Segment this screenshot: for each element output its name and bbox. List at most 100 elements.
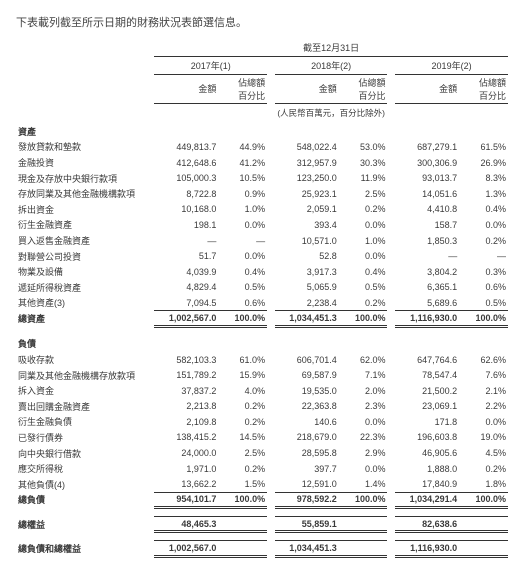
cell-pct: 41.2% (218, 155, 267, 171)
cell-amount: 14,051.6 (395, 186, 459, 202)
section-header: 負債 (16, 334, 508, 351)
cell-pct: 7.6% (459, 367, 508, 383)
cell-pct: 8.3% (459, 170, 508, 186)
cell-amount: 218,679.0 (275, 430, 339, 446)
row-label: 對聯營公司投資 (16, 248, 154, 264)
cell-pct: 10.5% (218, 170, 267, 186)
total-row: 總負債 954,101.7100.0% 978,592.2100.0% 1,03… (16, 492, 508, 508)
table-row: 衍生金融資產 198.1 0.0% 393.4 0.0% 158.7 0.0% (16, 217, 508, 233)
cell-pct: 62.6% (459, 352, 508, 368)
cell-amount: 582,103.3 (154, 352, 218, 368)
row-label: 存放同業及其他金融機構款項 (16, 186, 154, 202)
table-row: 買入返售金融資產 — — 10,571.0 1.0% 1,850.3 0.2% (16, 233, 508, 249)
cell-amount: 105,000.3 (154, 170, 218, 186)
row-label: 同業及其他金融機構存放款項 (16, 367, 154, 383)
cell-amount: 28,595.8 (275, 445, 339, 461)
cell-amount: 151,789.2 (154, 367, 218, 383)
cell-amount: 93,013.7 (395, 170, 459, 186)
cell-amount: 37,837.2 (154, 383, 218, 399)
cell-pct: 61.5% (459, 139, 508, 155)
cell-amount: 4,039.9 (154, 264, 218, 280)
cell-pct: 0.0% (218, 217, 267, 233)
cell-amount: 2,213.8 (154, 398, 218, 414)
cell-amount: 51.7 (154, 248, 218, 264)
cell-amount: 171.8 (395, 414, 459, 430)
cell-pct: 2.1% (459, 383, 508, 399)
cell-amount: 25,923.1 (275, 186, 339, 202)
cell-amount: — (395, 248, 459, 264)
col-amount: 金額 (154, 74, 218, 103)
col-amount: 金額 (275, 74, 339, 103)
table-row: 衍生金融負債 2,109.8 0.2% 140.6 0.0% 171.8 0.0… (16, 414, 508, 430)
cell-pct: 0.2% (218, 461, 267, 477)
cell-amount: 1,850.3 (395, 233, 459, 249)
table-row: 應交所得稅 1,971.0 0.2% 397.7 0.0% 1,888.0 0.… (16, 461, 508, 477)
cell-amount: 22,363.8 (275, 398, 339, 414)
cell-amount: 393.4 (275, 217, 339, 233)
cell-pct: 0.9% (218, 186, 267, 202)
cell-amount: 10,168.0 (154, 202, 218, 218)
cell-amount: 687,279.1 (395, 139, 459, 155)
cell-pct: 0.0% (339, 248, 388, 264)
cell-amount: 123,250.0 (275, 170, 339, 186)
cell-pct: 7.1% (339, 367, 388, 383)
cell-pct: 0.0% (459, 217, 508, 233)
cell-amount: — (154, 233, 218, 249)
cell-pct: 0.5% (459, 295, 508, 311)
total-row: 總資產 1,002,567.0100.0% 1,034,451.3100.0% … (16, 311, 508, 327)
table-row: 對聯營公司投資 51.7 0.0% 52.8 0.0% — — (16, 248, 508, 264)
cell-amount: 69,587.9 (275, 367, 339, 383)
row-label: 物業及設備 (16, 264, 154, 280)
table-row: 其他資產(3) 7,094.5 0.6% 2,238.4 0.2% 5,689.… (16, 295, 508, 311)
table-row: 向中央銀行借款 24,000.0 2.5% 28,595.8 2.9% 46,9… (16, 445, 508, 461)
cell-pct: 0.0% (339, 461, 388, 477)
cell-amount: 2,238.4 (275, 295, 339, 311)
cell-pct: 22.3% (339, 430, 388, 446)
cell-amount: 647,764.6 (395, 352, 459, 368)
cell-amount: 3,917.3 (275, 264, 339, 280)
row-label: 拆入資金 (16, 383, 154, 399)
cell-pct: 2.9% (339, 445, 388, 461)
cell-pct: 0.0% (339, 217, 388, 233)
cell-pct: 19.0% (459, 430, 508, 446)
cell-amount: 412,648.6 (154, 155, 218, 171)
cell-amount: 140.6 (275, 414, 339, 430)
row-label: 其他負債(4) (16, 476, 154, 492)
row-label: 金融投資 (16, 155, 154, 171)
col-pct: 佔總額 百分比 (339, 74, 388, 103)
cell-pct: 1.0% (339, 233, 388, 249)
cell-pct: 26.9% (459, 155, 508, 171)
cell-amount: 449,813.7 (154, 139, 218, 155)
cell-amount: 52.8 (275, 248, 339, 264)
cell-pct: — (218, 233, 267, 249)
cell-pct: 0.2% (459, 233, 508, 249)
row-label: 賣出回購金融資產 (16, 398, 154, 414)
table-row: 發放貸款和墊款 449,813.7 44.9% 548,022.4 53.0% … (16, 139, 508, 155)
cell-amount: 8,722.8 (154, 186, 218, 202)
cell-pct: 0.2% (218, 414, 267, 430)
cell-pct: 1.3% (459, 186, 508, 202)
cell-pct: 0.6% (218, 295, 267, 311)
cell-pct: 44.9% (218, 139, 267, 155)
cell-amount: 196,603.8 (395, 430, 459, 446)
cell-amount: 4,410.8 (395, 202, 459, 218)
cell-amount: 12,591.0 (275, 476, 339, 492)
table-row: 金融投資 412,648.6 41.2% 312,957.9 30.3% 300… (16, 155, 508, 171)
cell-amount: 19,535.0 (275, 383, 339, 399)
cell-amount: 3,804.2 (395, 264, 459, 280)
cell-pct: 0.4% (339, 264, 388, 280)
col-pct: 佔總額 百分比 (218, 74, 267, 103)
cell-pct: 1.0% (218, 202, 267, 218)
cell-amount: 17,840.9 (395, 476, 459, 492)
cell-amount: 7,094.5 (154, 295, 218, 311)
cell-amount: 606,701.4 (275, 352, 339, 368)
row-label: 買入返售金融資產 (16, 233, 154, 249)
table-row: 拆入資金 37,837.2 4.0% 19,535.0 2.0% 21,500.… (16, 383, 508, 399)
cell-amount: 5,689.6 (395, 295, 459, 311)
row-label: 發放貸款和墊款 (16, 139, 154, 155)
table-row: 已發行債券 138,415.2 14.5% 218,679.0 22.3% 19… (16, 430, 508, 446)
cell-pct: 2.3% (339, 398, 388, 414)
row-label: 衍生金融資產 (16, 217, 154, 233)
cell-amount: 2,109.8 (154, 414, 218, 430)
cell-pct: 30.3% (339, 155, 388, 171)
